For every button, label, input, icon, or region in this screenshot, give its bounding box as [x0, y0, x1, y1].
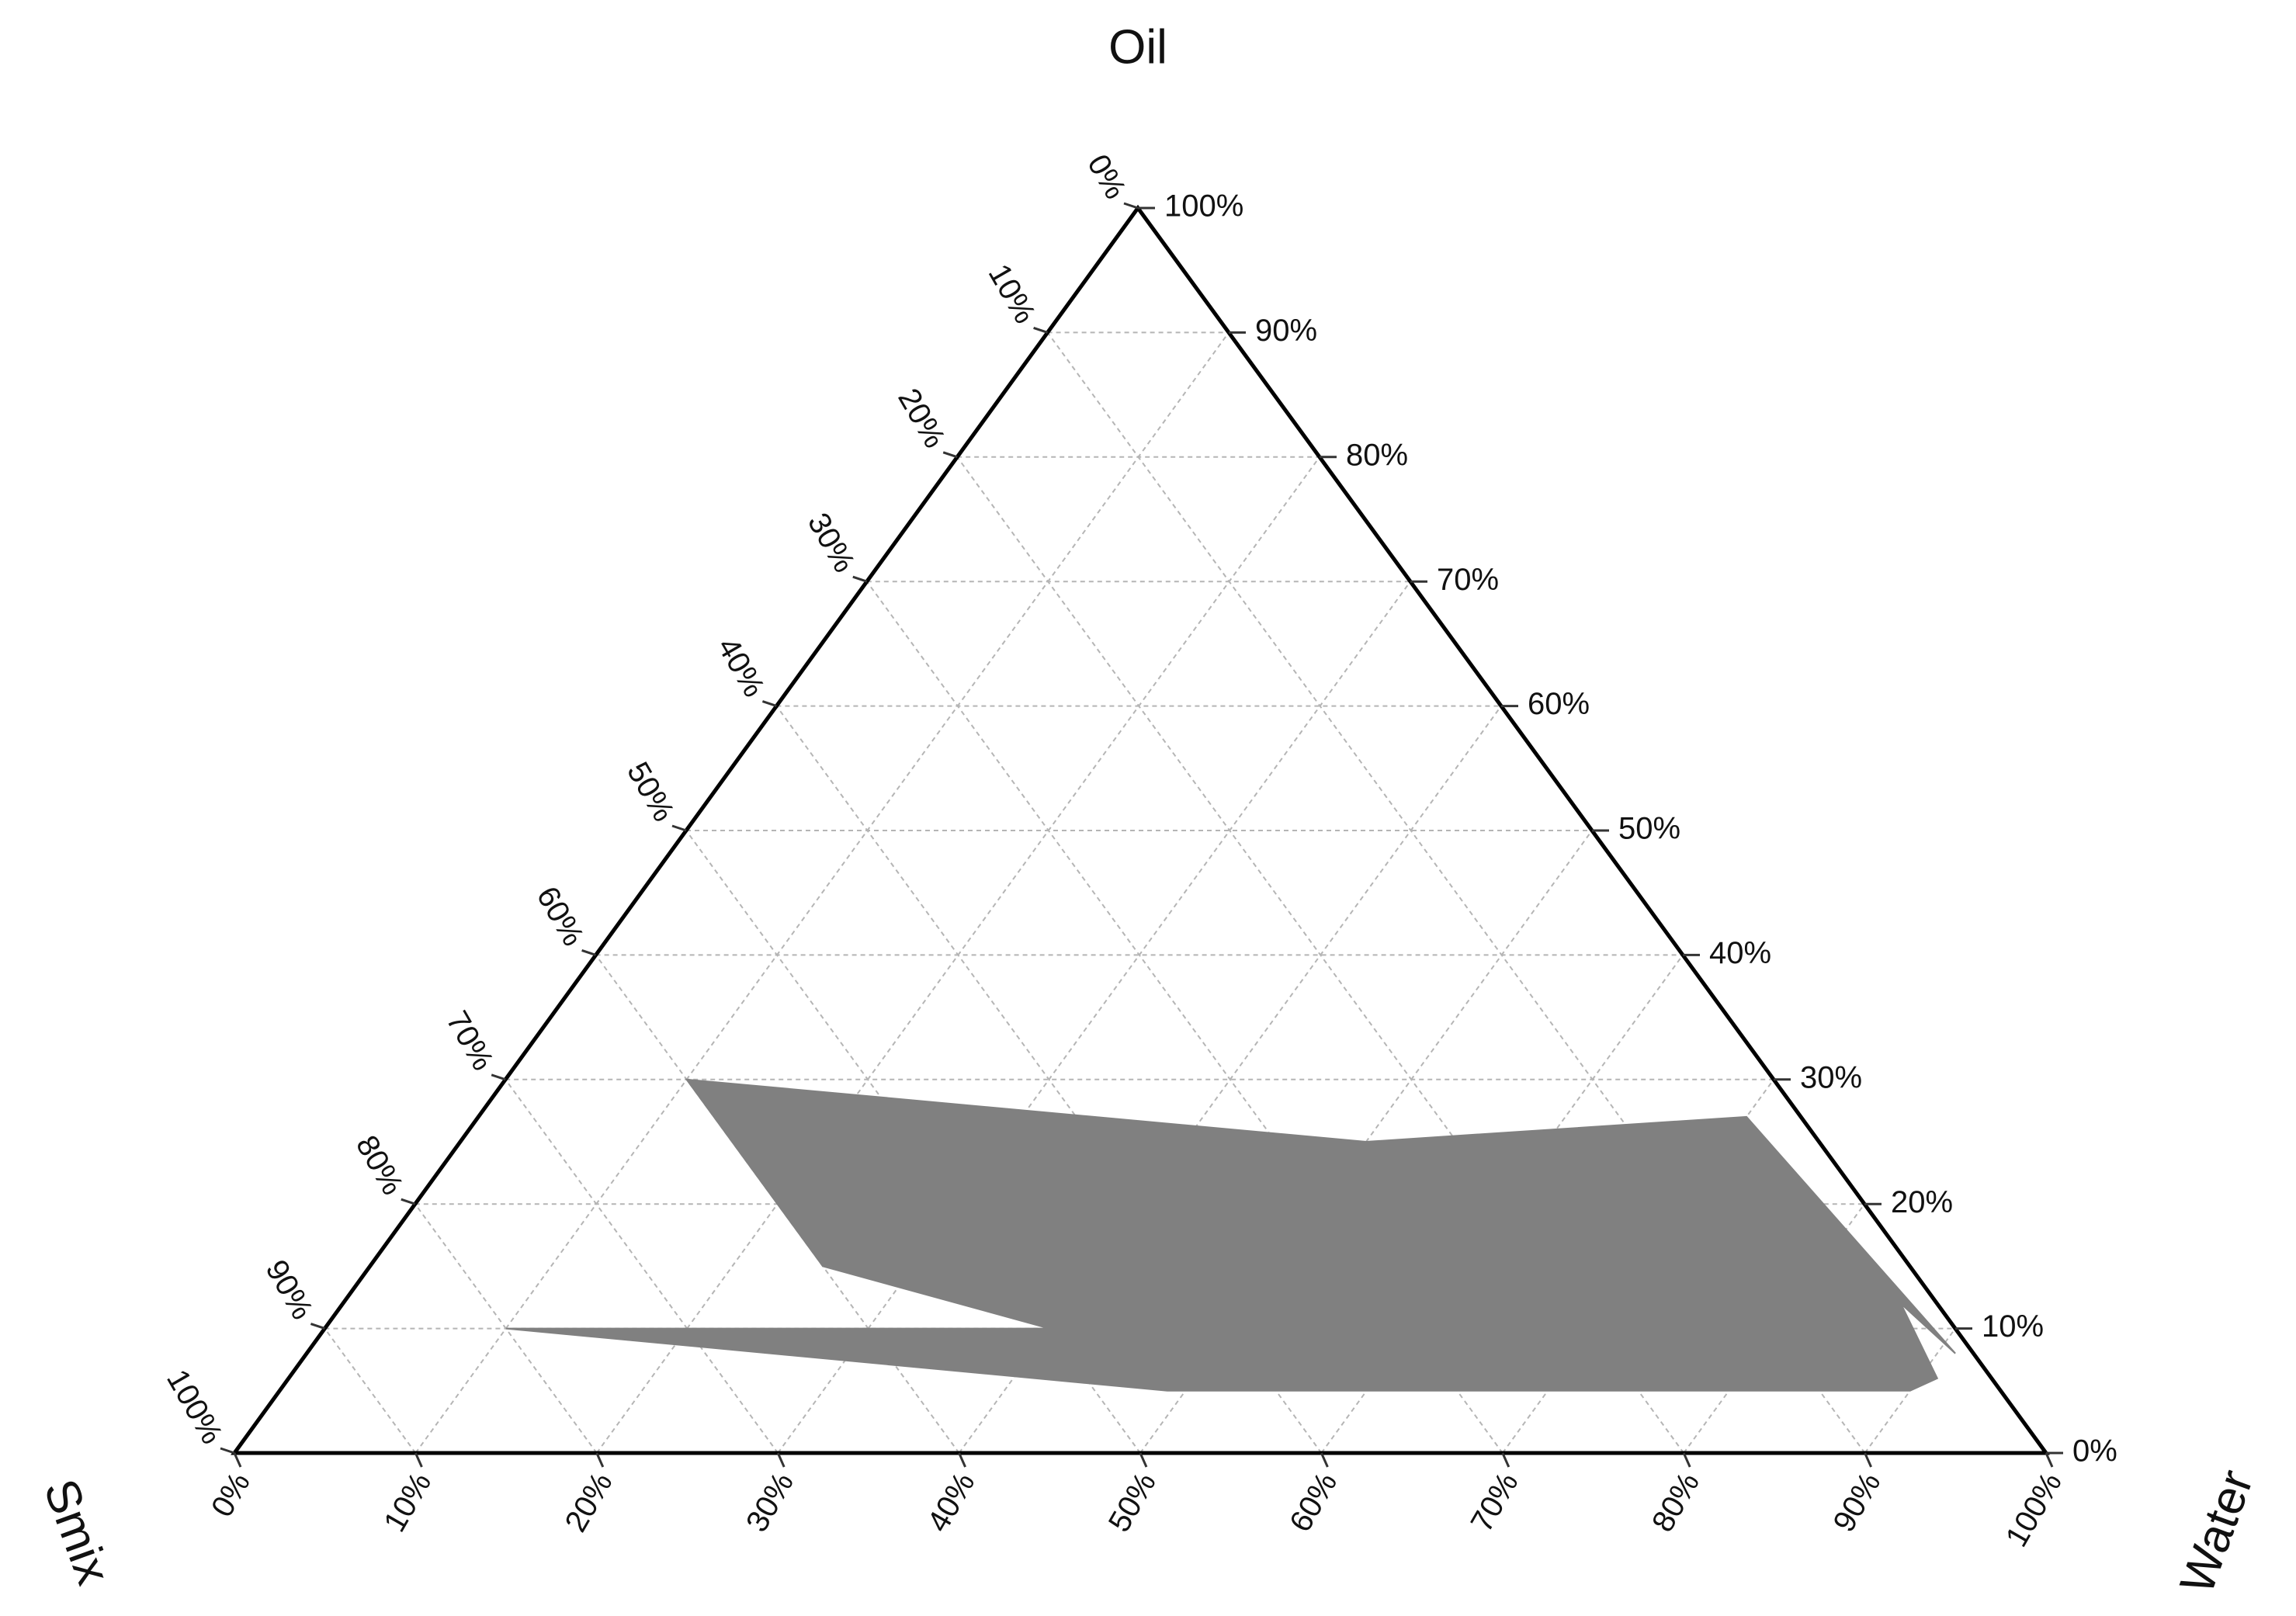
tick-mark: [414, 1452, 423, 1468]
grid-line: [414, 331, 1230, 1454]
water-tick-label: 20%: [559, 1467, 619, 1538]
tick-mark: [852, 575, 868, 583]
smix-tick-label: 40%: [710, 632, 771, 702]
water-tick-label: 40%: [921, 1467, 981, 1538]
smix-tick-label: 100%: [160, 1364, 229, 1450]
oil-tick-label: 80%: [1346, 438, 1408, 472]
oil-tick-label: 30%: [1800, 1060, 1862, 1094]
oil-tick-label: 0%: [2072, 1434, 2117, 1469]
tick-mark: [1033, 326, 1049, 334]
oil-tick-label: 90%: [1255, 314, 1317, 348]
tick-mark: [2045, 1452, 2054, 1468]
oil-tick-label: 10%: [1982, 1309, 2044, 1344]
region: [505, 1078, 1956, 1392]
axis-title-water: Water: [2170, 1463, 2264, 1600]
tick-mark: [671, 824, 687, 832]
tick-mark: [491, 1073, 506, 1081]
tick-mark: [1864, 1452, 1872, 1468]
oil-tick-label: 100%: [1164, 189, 1243, 224]
tick-mark: [220, 1447, 235, 1455]
tick-mark: [233, 1452, 242, 1468]
smix-tick-label: 70%: [439, 1005, 500, 1076]
smix-tick-label: 80%: [349, 1130, 410, 1201]
tick-mark: [1682, 1452, 1691, 1468]
tick-mark: [310, 1323, 325, 1330]
tick-mark: [1320, 1452, 1329, 1468]
smix-tick-label: 90%: [258, 1254, 319, 1325]
water-tick-label: 70%: [1465, 1467, 1525, 1538]
tick-mark: [1139, 1452, 1148, 1468]
axis-title-smix: Smix: [33, 1472, 120, 1591]
water-tick-label: 30%: [740, 1467, 800, 1538]
water-tick-label: 80%: [1646, 1467, 1706, 1538]
grid-line: [777, 581, 1411, 1454]
smix-tick-label: 30%: [801, 508, 862, 578]
smix-tick-label: 60%: [530, 881, 591, 952]
tick-mark: [1123, 202, 1139, 210]
oil-tick-label: 50%: [1618, 812, 1680, 846]
smix-tick-label: 0%: [1080, 149, 1132, 205]
tick-mark: [401, 1198, 416, 1205]
tick-mark: [581, 948, 597, 956]
oil-tick-label: 60%: [1528, 687, 1590, 721]
oil-tick-label: 20%: [1891, 1185, 1953, 1219]
smix-tick-label: 10%: [982, 258, 1042, 329]
tick-mark: [761, 700, 777, 708]
water-tick-label: 100%: [1999, 1467, 2069, 1553]
oil-tick-label: 40%: [1709, 936, 1771, 970]
tick-mark: [1501, 1452, 1510, 1468]
tick-mark: [595, 1452, 605, 1468]
water-tick-label: 50%: [1102, 1467, 1163, 1538]
water-tick-label: 0%: [205, 1467, 257, 1523]
water-tick-label: 60%: [1283, 1467, 1344, 1538]
tick-mark: [942, 451, 958, 459]
tick-mark: [776, 1452, 786, 1468]
smix-tick-label: 20%: [891, 383, 952, 453]
water-tick-label: 90%: [1826, 1467, 1887, 1538]
water-tick-label: 10%: [377, 1467, 438, 1538]
smix-tick-label: 50%: [620, 756, 681, 827]
grid-line: [324, 1328, 417, 1454]
oil-tick-label: 70%: [1437, 563, 1499, 597]
axis-title-oil: Oil: [1108, 20, 1167, 74]
tick-mark: [958, 1452, 966, 1468]
grid-line: [505, 1079, 779, 1454]
